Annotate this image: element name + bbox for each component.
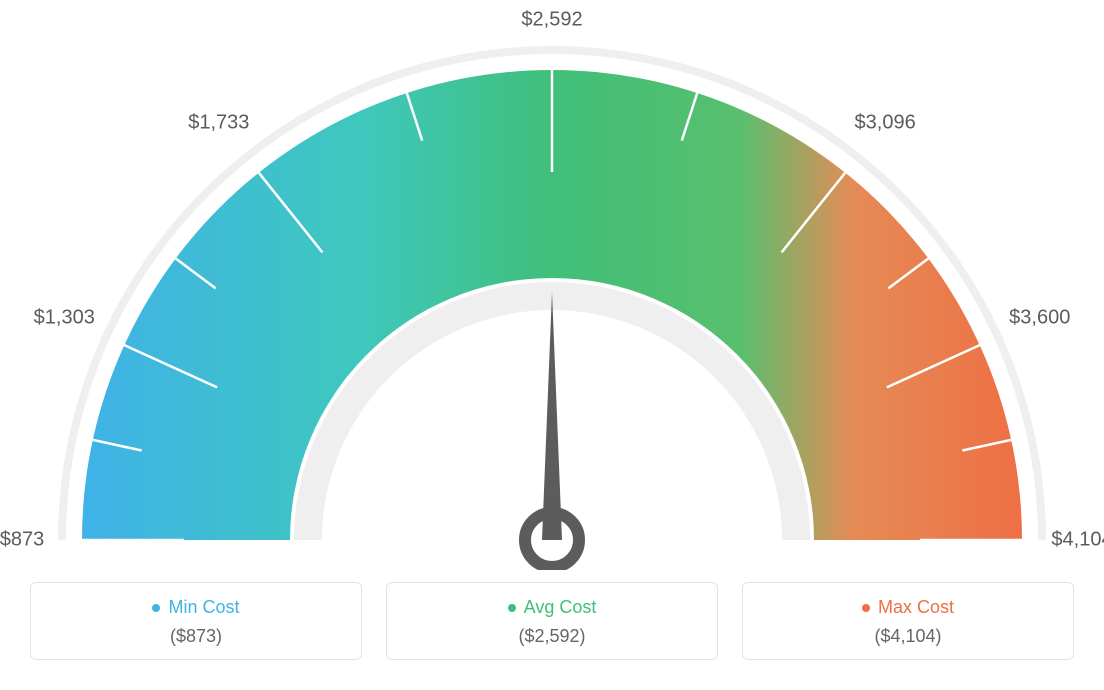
legend-label-min: Min Cost [168, 597, 239, 618]
gauge-tick-label: $3,600 [1009, 306, 1070, 329]
legend-label-max: Max Cost [878, 597, 954, 618]
legend-dot-max [862, 604, 870, 612]
cost-gauge-widget: $873 $1,303 $1,733 $2,592 $3,096 $3,600 $4,104… [0, 0, 1104, 690]
gauge-svg [0, 0, 1104, 570]
legend-box-avg: Avg Cost ($2,592) [386, 582, 718, 660]
gauge-tick-label: $1,733 [188, 111, 249, 134]
gauge-needle [542, 292, 562, 540]
legend-label-avg: Avg Cost [524, 597, 597, 618]
gauge-tick-label: $873 [0, 529, 44, 552]
legend-box-min: Min Cost ($873) [30, 582, 362, 660]
legend-value-max: ($4,104) [753, 626, 1063, 647]
gauge-tick-label: $3,096 [855, 111, 916, 134]
legend-title-avg: Avg Cost [508, 597, 597, 618]
legend-title-min: Min Cost [152, 597, 239, 618]
legend-row: Min Cost ($873) Avg Cost ($2,592) Max Co… [0, 582, 1104, 660]
legend-title-max: Max Cost [862, 597, 954, 618]
gauge-tick-label: $1,303 [34, 306, 95, 329]
legend-value-min: ($873) [41, 626, 351, 647]
legend-dot-min [152, 604, 160, 612]
gauge-area: $873 $1,303 $1,733 $2,592 $3,096 $3,600 $4,104 [0, 0, 1104, 570]
gauge-tick-label: $2,592 [521, 9, 582, 32]
legend-box-max: Max Cost ($4,104) [742, 582, 1074, 660]
legend-dot-avg [508, 604, 516, 612]
legend-value-avg: ($2,592) [397, 626, 707, 647]
gauge-tick-label: $4,104 [1051, 529, 1104, 552]
